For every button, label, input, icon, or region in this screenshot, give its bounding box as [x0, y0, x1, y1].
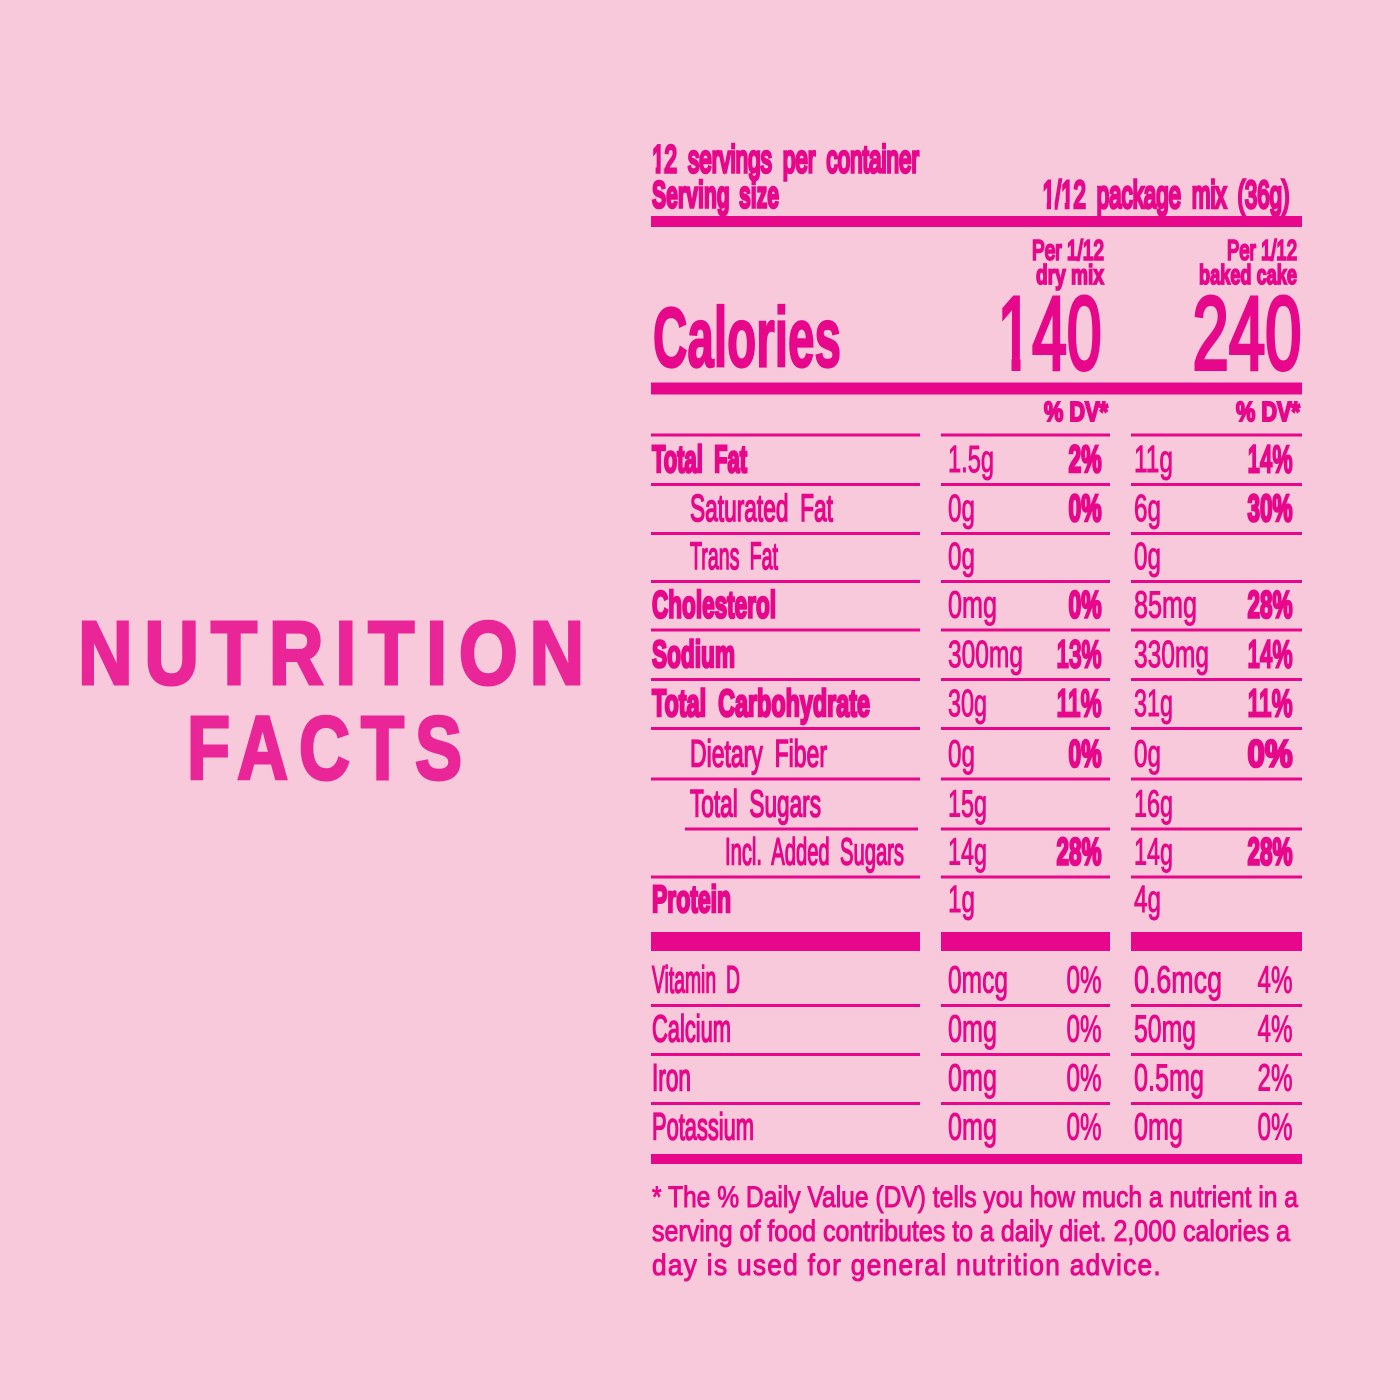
svg-text:240: 240 [1193, 276, 1302, 392]
svg-text:Incl. Added Sugars: Incl. Added Sugars [725, 832, 904, 874]
svg-text:baked cake: baked cake [1199, 259, 1297, 290]
svg-text:0%: 0% [1067, 1009, 1102, 1051]
svg-text:28%: 28% [1248, 585, 1293, 627]
svg-text:serving of food contributes to: serving of food contributes to a daily d… [652, 1215, 1290, 1248]
svg-text:Serving size: Serving size [652, 175, 779, 217]
svg-text:day is used for general nutrit: day is used for general nutrition advice… [652, 1249, 1162, 1282]
svg-text:Dietary Fiber: Dietary Fiber [690, 734, 827, 776]
svg-text:0mg: 0mg [948, 1058, 997, 1100]
svg-text:Potassium: Potassium [652, 1107, 754, 1149]
svg-text:Per 1/12: Per 1/12 [1032, 235, 1104, 266]
svg-text:140: 140 [998, 276, 1102, 392]
svg-text:0%: 0% [1067, 1058, 1102, 1100]
svg-text:0%: 0% [1067, 1107, 1102, 1149]
svg-text:31g: 31g [1134, 683, 1173, 725]
svg-text:* The % Daily Value (DV) tells: * The % Daily Value (DV) tells you how m… [652, 1181, 1298, 1214]
svg-text:0%: 0% [1069, 734, 1102, 776]
svg-text:15g: 15g [948, 784, 987, 826]
svg-text:Calories: Calories [653, 291, 841, 385]
svg-text:0g: 0g [1134, 536, 1161, 578]
svg-text:28%: 28% [1248, 832, 1293, 874]
svg-text:14%: 14% [1248, 439, 1293, 481]
svg-text:NUTRITION: NUTRITION [78, 604, 596, 704]
svg-text:0.5mg: 0.5mg [1134, 1058, 1204, 1100]
svg-text:dry mix: dry mix [1036, 259, 1104, 290]
svg-text:0%: 0% [1069, 488, 1102, 530]
svg-text:300mg: 300mg [948, 634, 1023, 676]
svg-text:13%: 13% [1057, 634, 1102, 676]
svg-text:14g: 14g [948, 832, 987, 874]
svg-text:6g: 6g [1134, 488, 1161, 530]
svg-text:2%: 2% [1069, 439, 1102, 481]
svg-text:30%: 30% [1248, 488, 1293, 530]
svg-text:1.5g: 1.5g [948, 439, 994, 481]
svg-text:0%: 0% [1069, 585, 1102, 627]
svg-text:11%: 11% [1248, 683, 1293, 725]
svg-text:Total Sugars: Total Sugars [690, 784, 821, 826]
svg-text:0%: 0% [1248, 734, 1293, 776]
svg-text:14g: 14g [1134, 832, 1173, 874]
svg-text:Cholesterol: Cholesterol [652, 585, 776, 627]
svg-text:0%: 0% [1067, 960, 1102, 1002]
svg-text:Trans Fat: Trans Fat [690, 536, 778, 578]
svg-text:0g: 0g [948, 734, 975, 776]
svg-text:11g: 11g [1134, 439, 1173, 481]
svg-text:12 servings per container: 12 servings per container [652, 139, 919, 181]
svg-text:0g: 0g [948, 488, 975, 530]
svg-text:28%: 28% [1057, 832, 1102, 874]
svg-text:Vitamin D: Vitamin D [652, 960, 740, 1002]
svg-text:30g: 30g [948, 683, 987, 725]
svg-text:50mg: 50mg [1134, 1009, 1196, 1051]
svg-text:4g: 4g [1134, 879, 1161, 921]
svg-text:4%: 4% [1258, 960, 1293, 1002]
svg-text:FACTS: FACTS [187, 699, 473, 799]
svg-text:Per 1/12: Per 1/12 [1227, 235, 1297, 266]
svg-text:85mg: 85mg [1134, 585, 1197, 627]
svg-text:Saturated Fat: Saturated Fat [690, 488, 833, 530]
svg-text:4%: 4% [1258, 1009, 1293, 1051]
svg-text:Sodium: Sodium [652, 634, 735, 676]
svg-text:% DV*: % DV* [1044, 396, 1108, 427]
svg-text:0mcg: 0mcg [948, 960, 1008, 1002]
svg-text:16g: 16g [1134, 784, 1173, 826]
svg-text:Iron: Iron [652, 1058, 691, 1100]
svg-text:11%: 11% [1057, 683, 1102, 725]
svg-text:0mg: 0mg [948, 1107, 997, 1149]
svg-text:1g: 1g [948, 879, 975, 921]
svg-text:0.6mcg: 0.6mcg [1134, 960, 1222, 1002]
svg-text:0mg: 0mg [1134, 1107, 1183, 1149]
svg-text:Total Fat: Total Fat [652, 439, 747, 481]
svg-text:0g: 0g [948, 536, 975, 578]
svg-text:Total Carbohydrate: Total Carbohydrate [652, 683, 870, 725]
svg-text:0mg: 0mg [948, 1009, 997, 1051]
svg-text:0mg: 0mg [948, 585, 997, 627]
svg-text:0g: 0g [1134, 734, 1161, 776]
svg-text:Calcium: Calcium [652, 1009, 731, 1051]
svg-text:330mg: 330mg [1134, 634, 1209, 676]
svg-text:% DV*: % DV* [1236, 396, 1300, 427]
svg-text:0%: 0% [1258, 1107, 1293, 1149]
svg-text:14%: 14% [1248, 634, 1293, 676]
svg-text:2%: 2% [1258, 1058, 1293, 1100]
svg-text:Protein: Protein [652, 879, 731, 921]
svg-text:1/12 package mix (36g): 1/12 package mix (36g) [1043, 175, 1290, 217]
